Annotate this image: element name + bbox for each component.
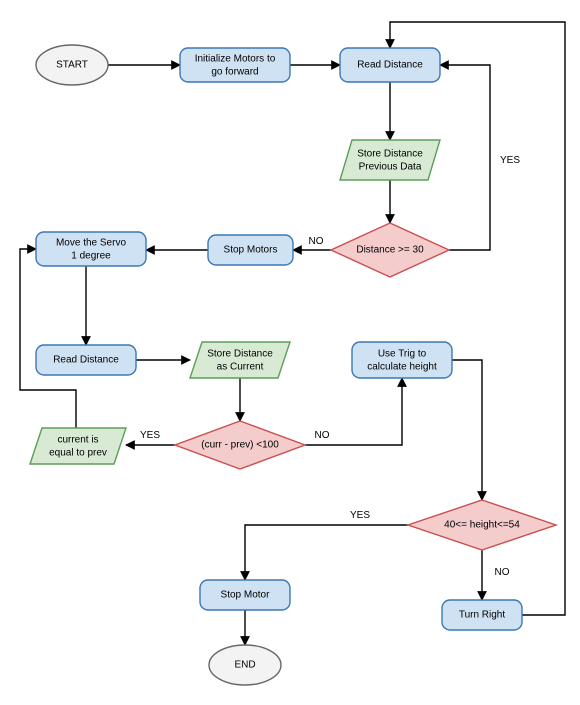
- node-storePrev: Store Distance Previous Data: [340, 140, 440, 180]
- svg-text:Previous Data: Previous Data: [359, 162, 422, 173]
- edge-label: NO: [315, 430, 330, 441]
- edge-decHeight-stopMotor2: [245, 525, 408, 580]
- svg-text:go forward: go forward: [211, 67, 258, 78]
- svg-text:Store Distance: Store Distance: [357, 149, 423, 160]
- svg-text:1 degree: 1 degree: [71, 251, 111, 262]
- edge-useTrig-decHeight: [452, 360, 482, 500]
- node-turnRight: Turn Right: [442, 600, 522, 630]
- svg-text:calculate height: calculate height: [367, 362, 437, 373]
- node-readDist1: Read Distance: [340, 48, 440, 82]
- edge-label: YES: [140, 430, 160, 441]
- flowchart-canvas: YES NO YES NO YES NO START Initialize Motors t…: [0, 0, 580, 705]
- node-storeCurr: Store Distance as Current: [190, 342, 290, 378]
- svg-text:as Current: as Current: [217, 362, 264, 373]
- edge-label: NO: [495, 567, 510, 578]
- node-decCurr: (curr - prev) <100: [175, 421, 305, 469]
- node-readDist2: Read Distance: [36, 345, 136, 375]
- svg-text:Read Distance: Read Distance: [357, 60, 423, 71]
- svg-text:Move the Servo: Move the Servo: [56, 238, 126, 249]
- node-useTrig: Use Trig to calculate height: [352, 342, 452, 378]
- node-init: Initialize Motors to go forward: [180, 48, 290, 82]
- svg-text:Initialize Motors to: Initialize Motors to: [195, 54, 276, 65]
- svg-text:current is: current is: [57, 435, 98, 446]
- edge-label: NO: [309, 236, 324, 247]
- svg-text:Stop Motor: Stop Motor: [221, 590, 271, 601]
- edge-curEqPrev-moveServo: [20, 249, 76, 428]
- node-curEqPrev: current is equal to prev: [30, 428, 126, 464]
- node-decHeight: 40<= height<=54: [408, 500, 556, 550]
- svg-text:40<= height<=54: 40<= height<=54: [444, 520, 520, 531]
- svg-text:Store Distance: Store Distance: [207, 349, 273, 360]
- node-moveServo: Move the Servo 1 degree: [36, 232, 146, 266]
- node-decDist: Distance >= 30: [331, 223, 449, 277]
- node-start: START: [36, 45, 108, 85]
- node-end: END: [209, 645, 281, 685]
- edge-label: YES: [500, 155, 520, 166]
- svg-text:Distance >= 30: Distance >= 30: [356, 245, 424, 256]
- svg-text:START: START: [56, 60, 88, 71]
- edge-decDist-readDist1: [440, 65, 490, 250]
- svg-text:END: END: [234, 660, 255, 671]
- svg-text:(curr - prev) <100: (curr - prev) <100: [201, 440, 279, 451]
- node-stopMotor2: Stop Motor: [200, 580, 290, 610]
- svg-text:Use Trig to: Use Trig to: [378, 349, 427, 360]
- node-stopMotors: Stop Motors: [208, 235, 293, 265]
- edge-label: YES: [350, 510, 370, 521]
- svg-text:equal to prev: equal to prev: [49, 448, 107, 459]
- svg-text:Stop Motors: Stop Motors: [224, 245, 278, 256]
- svg-text:Turn Right: Turn Right: [459, 610, 506, 621]
- svg-text:Read Distance: Read Distance: [53, 355, 119, 366]
